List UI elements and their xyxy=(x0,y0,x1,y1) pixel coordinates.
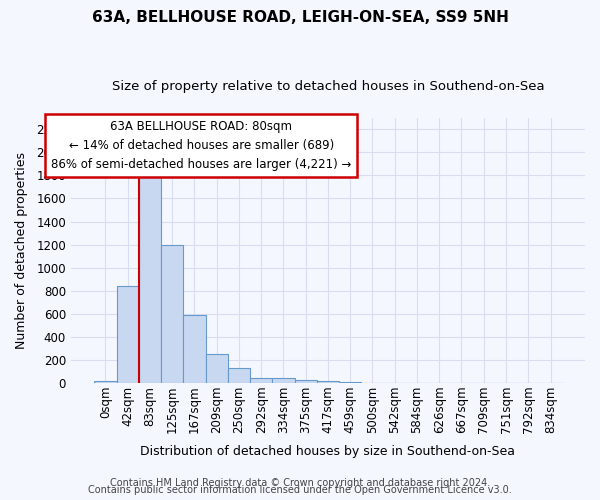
Bar xyxy=(139,176,161,383)
Bar xyxy=(295,380,317,383)
Bar xyxy=(206,354,228,383)
Text: 63A BELLHOUSE ROAD: 80sqm
← 14% of detached houses are smaller (689)
86% of semi: 63A BELLHOUSE ROAD: 80sqm ← 14% of detac… xyxy=(51,120,352,171)
Title: Size of property relative to detached houses in Southend-on-Sea: Size of property relative to detached ho… xyxy=(112,80,544,93)
Bar xyxy=(184,315,206,383)
Bar xyxy=(161,244,184,383)
Bar xyxy=(339,382,361,383)
Bar xyxy=(250,378,272,383)
Text: Contains public sector information licensed under the Open Government Licence v3: Contains public sector information licen… xyxy=(88,485,512,495)
Bar xyxy=(317,380,339,383)
Y-axis label: Number of detached properties: Number of detached properties xyxy=(15,152,28,349)
X-axis label: Distribution of detached houses by size in Southend-on-Sea: Distribution of detached houses by size … xyxy=(140,444,515,458)
Text: Contains HM Land Registry data © Crown copyright and database right 2024.: Contains HM Land Registry data © Crown c… xyxy=(110,478,490,488)
Bar xyxy=(228,368,250,383)
Bar xyxy=(116,286,139,383)
Bar xyxy=(272,378,295,383)
Text: 63A, BELLHOUSE ROAD, LEIGH-ON-SEA, SS9 5NH: 63A, BELLHOUSE ROAD, LEIGH-ON-SEA, SS9 5… xyxy=(92,10,508,25)
Bar xyxy=(94,380,116,383)
